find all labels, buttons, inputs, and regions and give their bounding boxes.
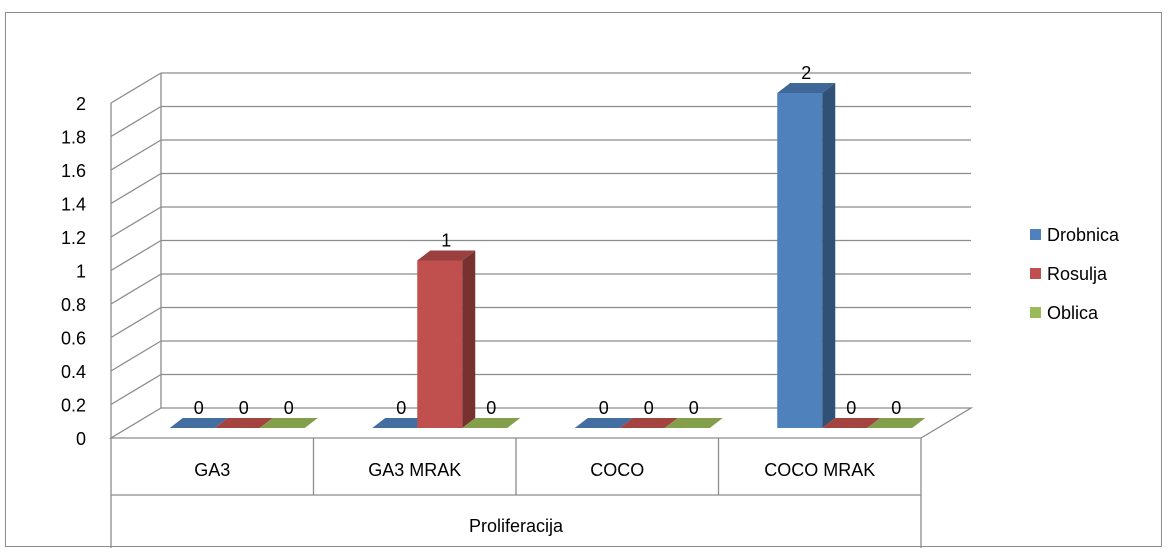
x-tick-label: GA3 MRAK — [368, 460, 461, 480]
data-label: 0 — [599, 398, 609, 418]
data-label: 0 — [846, 398, 856, 418]
y-tick-label: 0.6 — [61, 329, 86, 349]
data-label: 0 — [194, 398, 204, 418]
y-tick-label: 1.2 — [61, 228, 86, 248]
gridline-diagonal — [110, 306, 162, 339]
bar-flat — [619, 418, 678, 428]
x-tick-label: COCO — [590, 460, 644, 480]
y-axis: 0 0.2 0.4 0.6 0.8 1 1.2 1.4 1.6 1.8 2 — [61, 94, 86, 449]
legend-label: Drobnica — [1047, 225, 1120, 245]
gridline-diagonal — [110, 340, 162, 372]
bar-flat — [372, 418, 431, 428]
bar-flat — [822, 418, 881, 428]
gridline-diagonal — [110, 172, 162, 205]
gridline-diagonal — [110, 373, 162, 406]
bars — [169, 83, 926, 428]
y-tick-label: 1.4 — [61, 195, 86, 215]
y-tick-label: 1.6 — [61, 161, 86, 181]
legend-swatch — [1030, 307, 1041, 318]
data-label: 0 — [396, 398, 406, 418]
y-tick-label: 1 — [76, 262, 86, 282]
bar-flat — [867, 418, 926, 428]
legend-label: Oblica — [1047, 303, 1099, 323]
legend-label: Rosulja — [1047, 264, 1108, 284]
chart-floor — [108, 407, 974, 439]
x-axis: GA3 GA3 MRAK COCO COCO MRAK Proliferacija — [110, 438, 922, 548]
legend: Drobnica Rosulja Oblica — [1030, 225, 1120, 323]
gridlines — [110, 72, 971, 406]
data-labels: 0 0 0 0 1 0 0 0 0 2 0 0 — [194, 63, 902, 418]
data-label: 0 — [239, 398, 249, 418]
bar-front — [777, 93, 823, 428]
data-label: 0 — [284, 398, 294, 418]
bar-top — [777, 83, 836, 93]
data-label: 0 — [689, 398, 699, 418]
data-label: 0 — [486, 398, 496, 418]
bar-side — [462, 250, 476, 428]
bar-flat — [462, 418, 521, 428]
data-label: 0 — [644, 398, 654, 418]
bar-front — [417, 260, 463, 428]
gridline-diagonal — [110, 72, 162, 104]
bar-flat — [214, 418, 273, 428]
bar-flat — [664, 418, 723, 428]
legend-swatch — [1030, 229, 1041, 240]
x-tick-label: GA3 — [194, 460, 230, 480]
data-label: 0 — [891, 398, 901, 418]
y-tick-label: 0.8 — [61, 295, 86, 315]
gridline-diagonal — [110, 273, 162, 305]
y-tick-label: 2 — [76, 94, 86, 114]
data-label: 2 — [801, 63, 811, 83]
bar-flat — [169, 418, 228, 428]
gridline-diagonal — [110, 105, 162, 138]
gridline-diagonal — [110, 206, 162, 238]
y-tick-label: 0.4 — [61, 362, 86, 382]
x-axis-label: Proliferacija — [469, 516, 564, 536]
x-tick-label: COCO MRAK — [764, 460, 875, 480]
bar-flat — [259, 418, 318, 428]
y-tick-label: 0.2 — [61, 396, 86, 416]
bar-flat — [574, 418, 633, 428]
data-label: 1 — [441, 231, 451, 251]
legend-swatch — [1030, 268, 1041, 279]
gridline-diagonal — [110, 239, 162, 272]
y-tick-label: 0 — [76, 429, 86, 449]
chart-svg: 00.20.40.60.811.21.41.61.82 0 0 0 010 0 0 020 0… — [61, 63, 1120, 548]
gridline-diagonal — [110, 139, 162, 171]
bar-side — [822, 83, 836, 428]
y-tick-label: 1.8 — [61, 128, 86, 148]
chart-walls — [108, 73, 974, 439]
bar-top — [417, 250, 476, 261]
